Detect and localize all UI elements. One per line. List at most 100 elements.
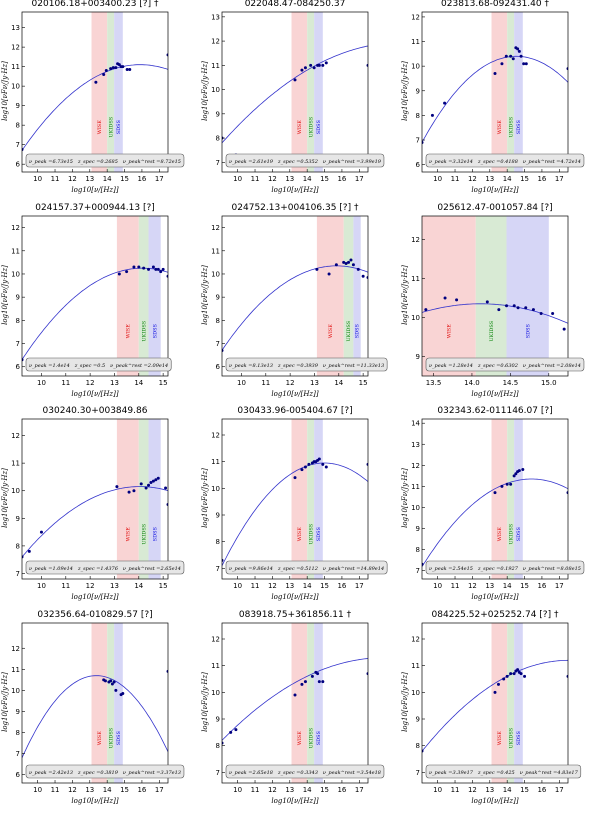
- x-tick-label: 11: [51, 175, 60, 183]
- band-label-wise: WISE: [297, 527, 303, 542]
- y-tick-label: 6: [216, 363, 221, 371]
- x-tick-label: 14: [503, 582, 512, 590]
- x-tick-label: 15: [159, 379, 168, 387]
- y-tick-label: 9: [216, 293, 220, 301]
- y-axis-label: log10[νFν/Jy·Hz]: [1, 264, 9, 325]
- nu-peak-value: ν_peak =8.13e13: [229, 363, 273, 369]
- y-tick-label: 7: [416, 137, 420, 145]
- data-point: [166, 669, 168, 673]
- x-tick-label: 17: [355, 175, 364, 183]
- band-sdss: [353, 215, 361, 376]
- band-sdss: [114, 12, 123, 172]
- nu-peak-rest-value: ν_peak^rest =11.33e13: [323, 362, 384, 369]
- data-point: [321, 462, 325, 466]
- fit-curve: [422, 302, 568, 324]
- fit-curve: [222, 462, 368, 566]
- sed-panel: WISE UKIDSS SDSS 13.5 14.0 14.5 15.0 9 10 11 12 ν_p…: [400, 203, 600, 407]
- data-point: [309, 63, 313, 67]
- fit-curve: [22, 674, 168, 758]
- y-tick-label: 12: [211, 635, 220, 643]
- data-point: [502, 677, 506, 680]
- panel-title: 032356.64-010829.57 [?]: [37, 609, 153, 620]
- y-axis-label: log10[νFν/Jy·Hz]: [201, 264, 209, 325]
- x-tick-label: 14: [334, 379, 343, 387]
- x-tick-label: 10: [237, 379, 246, 387]
- band-label-wise: WISE: [126, 527, 132, 542]
- y-tick-label: 10: [11, 686, 20, 694]
- z-spec-value: z_spec =0.5352: [277, 159, 318, 165]
- z-spec-value: z_spec =0.1927: [477, 566, 519, 572]
- data-point: [147, 267, 151, 271]
- band-label-ukidss: UKIDSS: [308, 116, 314, 137]
- band-label-sdss: SDSS: [516, 527, 522, 542]
- z-spec-value: z_spec =0.6302: [477, 363, 518, 369]
- y-tick-label: 13: [11, 24, 20, 32]
- fit-info-box: [25, 357, 172, 371]
- data-point: [505, 303, 509, 307]
- band-label-sdss: SDSS: [116, 730, 122, 745]
- data-point: [485, 299, 489, 303]
- band-ukidss: [507, 622, 515, 783]
- data-point: [310, 674, 314, 678]
- data-point: [531, 307, 535, 311]
- x-tick-label: 13: [310, 379, 319, 387]
- data-point: [109, 678, 113, 682]
- y-tick-label: 8: [216, 135, 220, 143]
- data-point: [151, 479, 155, 483]
- band-label-wise: WISE: [497, 527, 503, 542]
- data-point: [524, 305, 528, 309]
- data-point: [321, 679, 325, 683]
- data-point: [344, 261, 348, 265]
- x-tick-label: 12: [468, 582, 477, 590]
- y-tick-label: 9: [216, 512, 220, 520]
- y-tick-label: 9: [216, 715, 220, 723]
- y-tick-label: 11: [211, 247, 220, 255]
- plot-area: WISE UKIDSS SDSS 10 11 12 13 14 15 16 17 7 8 9 10 11 12 ν…: [211, 418, 388, 590]
- data-point: [500, 484, 504, 488]
- y-axis-label: log10[νFν/Jy·Hz]: [201, 671, 209, 732]
- data-point: [125, 269, 129, 273]
- panel-title: 084225.52+025252.74 [?] †: [431, 609, 559, 620]
- band-label-sdss: SDSS: [316, 120, 322, 135]
- data-point: [147, 483, 151, 487]
- y-tick-label: 8: [216, 538, 220, 546]
- data-point: [505, 482, 509, 486]
- z-spec-value: z_spec =0.3343: [277, 770, 318, 776]
- x-axis-label: log10[ν/[Hz]]: [271, 593, 319, 601]
- nu-peak-rest-value: ν_peak^rest =3.99e19: [323, 158, 382, 165]
- x-axis-label: log10[ν/[Hz]]: [71, 593, 119, 601]
- y-tick-label: 11: [11, 460, 20, 468]
- data-point: [22, 148, 24, 152]
- data-point: [104, 69, 108, 73]
- data-point: [516, 667, 520, 671]
- y-tick-label: 9: [216, 110, 220, 118]
- data-point: [315, 267, 319, 271]
- y-tick-label: 6: [16, 771, 21, 779]
- x-tick-label: 12: [268, 582, 277, 590]
- sed-panel: WISE UKIDSS SDSS 10 11 12 13 14 15 16 17 7 8 9 10 11 12 1…: [200, 0, 400, 203]
- y-tick-label: 7: [16, 570, 20, 578]
- nu-peak-rest-value: ν_peak^rest =3.54e18: [323, 769, 381, 776]
- x-axis-label: log10[ν/[Hz]]: [471, 389, 519, 398]
- x-tick-label: 15: [120, 175, 129, 183]
- nu-peak-value: ν_peak =9.86e14: [229, 566, 273, 572]
- data-point: [154, 267, 158, 271]
- data-point: [517, 49, 521, 53]
- data-point: [539, 311, 543, 315]
- data-point: [114, 66, 118, 70]
- y-tick-label: 10: [411, 63, 420, 71]
- data-point: [443, 295, 447, 299]
- data-point: [94, 80, 98, 84]
- sed-panel: WISE UKIDSS SDSS 10 11 12 13 14 15 16 17 7 8 9 10 11 12 ν…: [200, 406, 400, 610]
- y-tick-label: 9: [16, 102, 20, 110]
- x-tick-label: 15: [520, 175, 529, 183]
- data-point: [522, 62, 526, 66]
- y-tick-label: 7: [416, 768, 420, 776]
- x-tick-label: 17: [155, 175, 164, 183]
- y-axis-label: log10[νFν/Jy·Hz]: [401, 264, 409, 325]
- x-tick-label: 12: [268, 175, 277, 183]
- x-tick-label: 10: [33, 786, 42, 794]
- data-point: [517, 469, 521, 473]
- data-point: [493, 72, 497, 76]
